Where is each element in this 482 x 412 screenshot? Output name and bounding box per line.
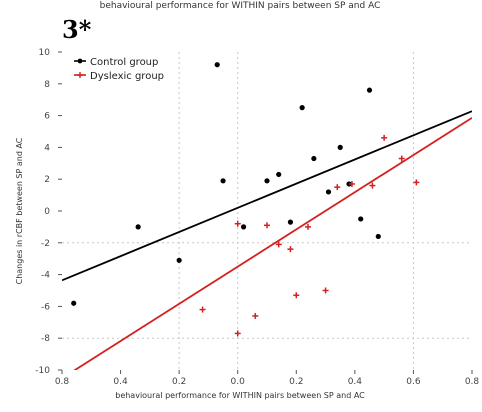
- legend: Control group Dyslexic group: [74, 57, 164, 82]
- dyslexic-data-point: [322, 287, 329, 294]
- dyslexic-data-point: [348, 180, 355, 187]
- x-axis-ticks: 0.8 0.4 0.2 0.0 0.2 0.4 0.6 0.8: [55, 370, 480, 387]
- control-data-point: [214, 62, 220, 68]
- control-data-point: [325, 189, 332, 195]
- dyslexic-data-point: [334, 184, 341, 191]
- control-data-point: [220, 178, 226, 184]
- x-tick-label: 0.6: [406, 377, 421, 387]
- legend-dyslexic-marker: [77, 72, 83, 78]
- y-tick-label: -2: [41, 239, 50, 249]
- y-tick-label: -8: [41, 334, 50, 344]
- data-points: [71, 62, 420, 337]
- x-tick-label: 0.2: [289, 377, 303, 387]
- grid-lines: [62, 52, 472, 370]
- plot-area: [62, 52, 472, 370]
- y-tick-label: 6: [44, 112, 50, 122]
- x-tick-label: 0.8: [55, 377, 70, 387]
- x-tick-label: 0.4: [113, 377, 128, 387]
- dyslexic-data-point: [287, 246, 294, 253]
- control-fit-line: [62, 110, 472, 282]
- y-axis-label: Changes in rCBF between SP and AC: [15, 137, 24, 284]
- y-axis-ticks: -10 -8 -6 -4 -2 0 2 4 6 8 10: [35, 48, 62, 376]
- control-data-point: [264, 178, 270, 184]
- dyslexic-fit-line: [73, 117, 472, 370]
- x-tick-label: 0.0: [231, 377, 246, 387]
- y-tick-label: 4: [44, 143, 50, 153]
- x-axis-label: behavioural performance for WITHIN pairs…: [115, 391, 365, 400]
- dyslexic-data-point: [369, 182, 376, 189]
- control-data-point: [299, 105, 305, 111]
- x-tick-label: 0.4: [348, 377, 363, 387]
- y-tick-label: -10: [35, 366, 50, 376]
- dyslexic-data-point: [234, 220, 241, 227]
- dyslexic-data-point: [305, 223, 311, 230]
- control-data-point: [240, 224, 247, 230]
- dyslexic-data-point: [293, 292, 300, 299]
- y-tick-label: 10: [39, 48, 51, 58]
- dyslexic-data-point: [413, 179, 420, 186]
- chart-caption: behavioural performance for WITHIN pairs…: [100, 1, 381, 11]
- control-data-point: [366, 87, 373, 93]
- fit-lines: [62, 110, 472, 370]
- legend-dyslexic-label: Dyslexic group: [90, 71, 164, 82]
- y-tick-label: -6: [41, 302, 50, 312]
- dyslexic-data-point: [398, 155, 405, 162]
- x-tick-label: 0.2: [172, 377, 186, 387]
- control-data-point: [337, 144, 343, 150]
- control-data-point: [311, 155, 317, 162]
- control-data-point: [358, 216, 364, 222]
- dyslexic-data-point: [381, 134, 388, 141]
- control-data-point: [287, 219, 294, 225]
- control-data-point: [176, 257, 182, 263]
- control-data-point: [135, 224, 141, 230]
- legend-control-label: Control group: [90, 57, 158, 68]
- dyslexic-data-point: [264, 222, 270, 229]
- y-tick-label: 8: [44, 80, 50, 90]
- y-tick-label: -4: [41, 271, 50, 281]
- control-data-point: [276, 171, 282, 178]
- dyslexic-data-point: [199, 306, 206, 313]
- legend-control-marker: [77, 58, 83, 64]
- control-data-point: [71, 300, 77, 306]
- panel-label: 3*: [62, 15, 92, 44]
- dyslexic-data-point: [234, 330, 241, 337]
- dyslexic-data-point: [252, 312, 259, 319]
- y-tick-label: 0: [44, 207, 50, 217]
- dyslexic-data-point: [275, 241, 282, 248]
- x-tick-label: 0.8: [465, 377, 480, 387]
- y-tick-label: 2: [44, 175, 50, 185]
- control-data-point: [375, 233, 381, 240]
